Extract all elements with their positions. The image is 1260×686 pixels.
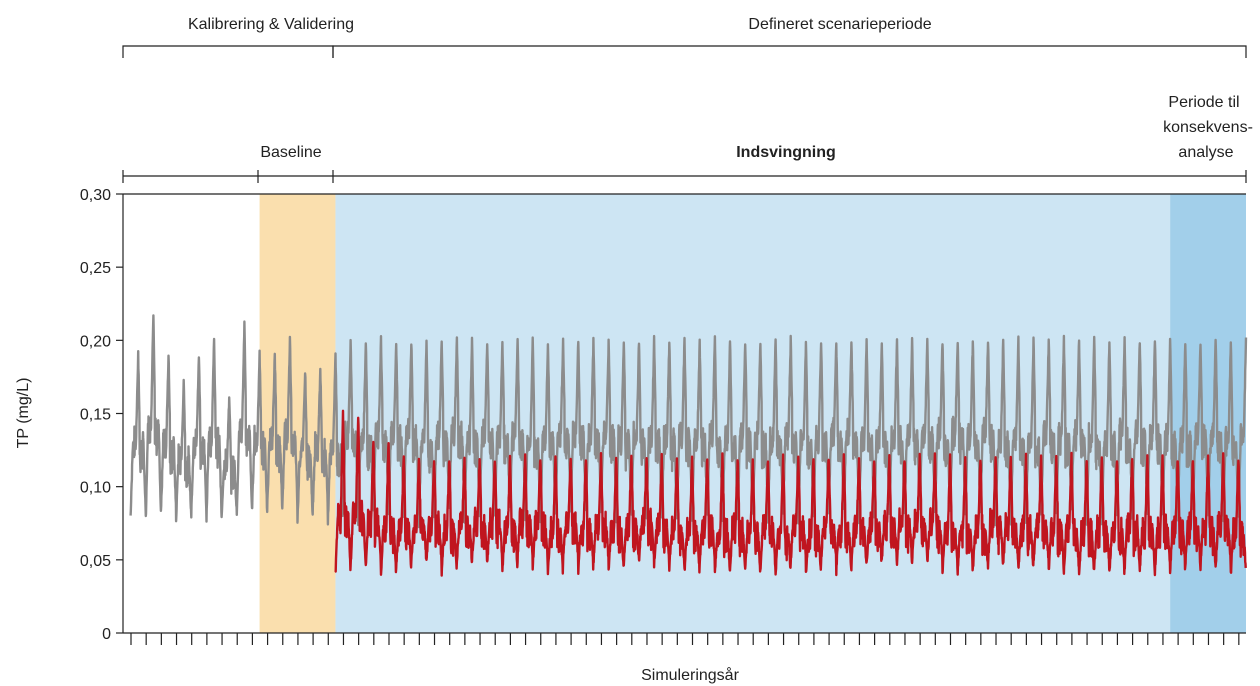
- series-group: [129, 314, 1248, 577]
- period-bands: [259, 194, 1246, 633]
- y-tick-label: 0,15: [80, 407, 111, 424]
- y-tick-label: 0,25: [80, 260, 111, 277]
- y-tick-label: 0,30: [80, 187, 111, 204]
- y-axis-label: TP (mg/L): [15, 378, 32, 449]
- x-axis-label: Simuleringsår: [641, 666, 739, 684]
- band-1: [335, 194, 1171, 633]
- y-tick-label: 0,10: [80, 480, 111, 497]
- x-ticks: [130, 633, 1240, 645]
- y-ticks: 0 0,05 0,10 0,15 0,20 0,25 0,30: [80, 187, 123, 643]
- label-calibration: Kalibrering & Validering: [188, 16, 354, 33]
- period-brackets-top: Kalibrering & Validering Defineret scena…: [122, 16, 1247, 58]
- label-consequence-2: konsekvens-: [1163, 119, 1253, 136]
- label-consequence-1: Periode til: [1168, 94, 1239, 111]
- label-scenario: Defineret scenarieperiode: [748, 16, 931, 33]
- axes: 0 0,05 0,10 0,15 0,20 0,25 0,30: [80, 187, 1246, 645]
- series-line-1: [334, 409, 1247, 577]
- label-indsvingning: Indsvingning: [736, 144, 836, 161]
- y-tick-label: 0,05: [80, 553, 111, 570]
- band-2: [1170, 194, 1246, 633]
- bracket-calibration: [122, 45, 334, 58]
- y-tick-label: 0: [102, 626, 111, 643]
- label-consequence-3: analyse: [1178, 144, 1233, 161]
- y-tick-label: 0,20: [80, 333, 111, 350]
- band-0: [259, 194, 336, 633]
- label-baseline: Baseline: [260, 144, 321, 161]
- series-line-0: [129, 314, 1248, 529]
- period-brackets-sub: Baseline Indsvingning Periode til konsek…: [122, 94, 1253, 183]
- bracket-scenario: [332, 45, 1247, 58]
